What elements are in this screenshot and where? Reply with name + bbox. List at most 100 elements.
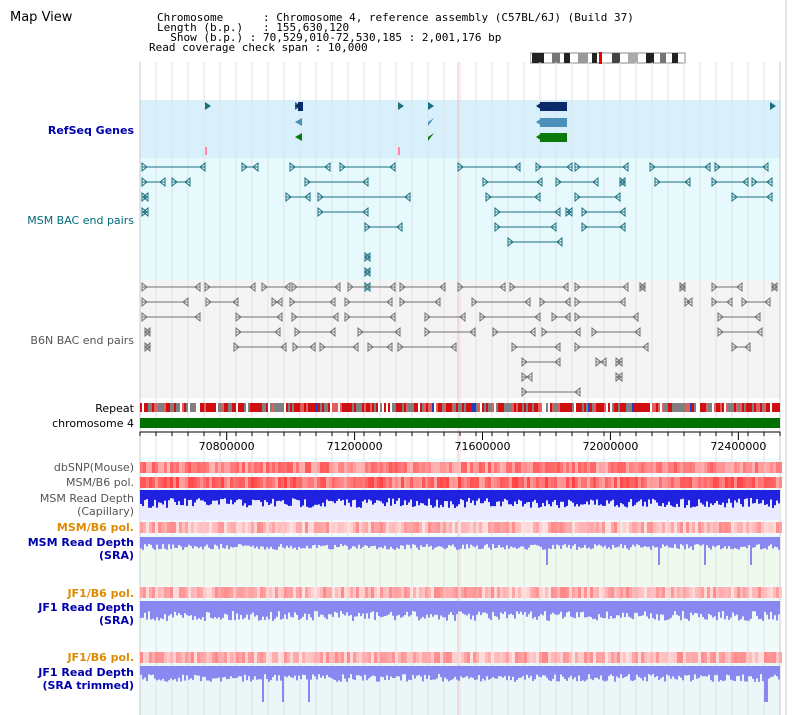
jf1-sra-depth-bar (566, 601, 568, 613)
msm-capillary-depth-bar (204, 490, 206, 502)
repeat-segment (160, 403, 162, 412)
msm-capillary-depth-bar (440, 490, 442, 505)
dbsnp-heat-cell (536, 462, 539, 473)
jf1-b6-pol-heat-cell (605, 587, 608, 598)
repeat-segment (154, 403, 156, 412)
chromosome-ideogram[interactable] (530, 52, 686, 64)
repeat-segment (622, 403, 624, 412)
dbsnp-heat-cell (728, 462, 731, 473)
msm-capillary-depth-bar (572, 490, 574, 503)
msm-sra-depth-bar (284, 537, 286, 549)
jf1-b6-pol-heat-cell (374, 587, 377, 598)
dbsnp-heat-cell (557, 462, 560, 473)
jf1-b6-pol-2-heat-cell (368, 652, 371, 663)
jf1-trimmed-depth-bar (674, 666, 676, 679)
jf1-sra-depth-bar (298, 601, 300, 620)
jf1-trimmed-depth-bar (236, 666, 238, 678)
msm-capillary-depth-bar (508, 490, 510, 505)
msm-sra-depth-bar (248, 537, 250, 546)
repeat-segment (632, 403, 634, 412)
dbsnp-heat-cell (356, 462, 359, 473)
jf1-sra-depth-bar (288, 601, 290, 613)
msm-b6-pol-2-heat-cell (764, 522, 767, 533)
msm-sra-depth-bar (716, 537, 718, 546)
repeat-segment (188, 403, 190, 412)
msm-sra-depth-bar (340, 537, 342, 545)
msm-sra-depth-bar (730, 537, 732, 549)
jf1-b6-pol-heat-cell (752, 587, 755, 598)
jf1-b6-pol-heat-cell (614, 587, 617, 598)
jf1-sra-depth-bar (304, 601, 306, 614)
jf1-sra-depth-bar (660, 601, 662, 615)
msm-capillary-depth-bar (208, 490, 210, 506)
msm-sra-depth-bar (378, 537, 380, 548)
jf1-b6-pol-heat-cell (593, 587, 596, 598)
jf1-sra-depth-bar (574, 601, 576, 619)
repeat-segment (670, 403, 672, 412)
msm-b6-pol-heat-cell (227, 477, 230, 488)
msm-capillary-depth-bar (654, 490, 656, 501)
msm-sra-depth-bar (342, 537, 344, 547)
jf1-trimmed-depth-bar (460, 666, 462, 677)
msm-b6-pol-2-heat-cell (770, 522, 773, 533)
repeat-segment (190, 403, 192, 412)
jf1-sra-depth-bar (662, 601, 664, 615)
repeat-segment (254, 403, 256, 412)
msm-capillary-depth-bar (698, 490, 700, 500)
msm-capillary-depth-bar (200, 490, 202, 501)
dbsnp-heat-cell (257, 462, 260, 473)
msm-b6-pol-heat-cell (422, 477, 425, 488)
msm-b6-pol-heat-cell (299, 477, 302, 488)
jf1-b6-pol-2-heat-cell (629, 652, 632, 663)
msm-capillary-depth-bar (222, 490, 224, 500)
dbsnp-heat-cell (587, 462, 590, 473)
repeat-segment (708, 403, 710, 412)
msm-b6-pol-2-heat-cell (614, 522, 617, 533)
msm-capillary-depth-bar (192, 490, 194, 507)
msm-capillary-depth-bar (738, 490, 740, 499)
msm-capillary-depth-bar (538, 490, 540, 508)
gene-arrow (428, 118, 434, 126)
msm-capillary-depth-bar (388, 490, 390, 499)
msm-capillary-depth-bar (596, 490, 598, 500)
jf1-sra-depth-bar (208, 601, 210, 613)
dbsnp-heat-cell (332, 462, 335, 473)
repeat-segment (740, 403, 742, 412)
repeat-segment (360, 403, 362, 412)
msm-b6-pol-2-heat-cell (224, 522, 227, 533)
dbsnp-heat-cell (602, 462, 605, 473)
b6n-bac-pair-end (736, 281, 743, 293)
msm-b6-pol-2-heat-cell (254, 522, 257, 533)
jf1-trimmed-depth-bar (510, 666, 512, 681)
dbsnp-heat-cell (152, 462, 155, 473)
jf1-b6-pol-heat-cell (716, 587, 719, 598)
msm-b6-pol-heat-cell (611, 477, 614, 488)
repeat-segment (548, 403, 550, 412)
jf1-sra-depth-bar (548, 601, 550, 621)
jf1-b6-pol-2-heat-cell (386, 652, 389, 663)
msm-b6-pol-heat-cell (332, 477, 335, 488)
jf1-trimmed-depth-bar (558, 666, 560, 682)
msm-b6-pol-2-heat-cell (461, 522, 464, 533)
dbsnp-heat-cell (467, 462, 470, 473)
jf1-sra-depth-bar (306, 601, 308, 620)
msm-b6-pol-2-heat-cell (242, 522, 245, 533)
repeat-segment (728, 403, 730, 412)
jf1-sra-depth-bar (450, 601, 452, 613)
dbsnp-heat-cell (455, 462, 458, 473)
repeat-segment (240, 403, 242, 412)
gene-block-green (540, 133, 567, 142)
msm-sra-depth-bar (558, 537, 560, 546)
repeat-segment (380, 403, 382, 412)
jf1-trimmed-depth-bar (288, 666, 290, 676)
msm-b6-pol-heat-cell (614, 477, 617, 488)
jf1-trimmed-depth-bar (574, 666, 576, 678)
msm-sra-depth-bar (574, 537, 576, 545)
jf1-b6-pol-2-heat-cell (764, 652, 767, 663)
jf1-trimmed-depth-bar (740, 666, 742, 682)
jf1-b6-pol-heat-cell (338, 587, 341, 598)
repeat-segment (372, 403, 374, 412)
msm-sra-depth-bar (292, 537, 294, 549)
dbsnp-heat-cell (242, 462, 245, 473)
jf1-trimmed-depth-bar (224, 666, 226, 677)
